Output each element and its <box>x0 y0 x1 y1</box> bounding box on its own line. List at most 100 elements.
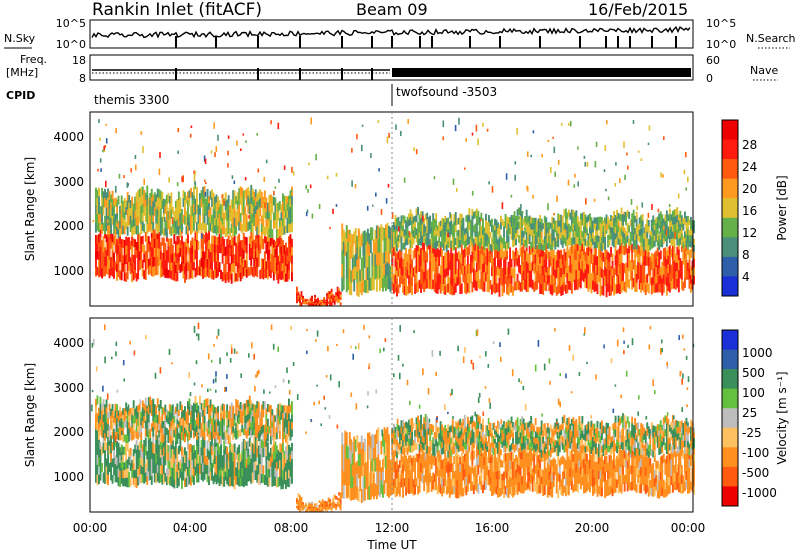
echo-cell <box>131 228 134 237</box>
echo-cell <box>218 435 221 444</box>
echo-cell <box>374 483 377 497</box>
echo-cell <box>155 431 158 440</box>
echo-point <box>408 231 411 237</box>
echo-cell <box>260 465 263 475</box>
echo-cell <box>214 225 217 234</box>
echo-cell <box>161 237 164 246</box>
echo-cell <box>104 411 107 420</box>
echo-cell <box>389 266 392 280</box>
echo-cell <box>165 468 168 477</box>
echo-cell <box>566 212 569 220</box>
echo-cell <box>643 239 646 246</box>
echo-cell <box>158 404 161 412</box>
echo-cell <box>333 295 336 298</box>
echo-cell <box>257 474 260 485</box>
echo-cell <box>311 505 314 508</box>
echo-cell <box>302 298 305 301</box>
echo-cell <box>120 433 123 440</box>
echo-cell <box>403 229 406 237</box>
echo-point <box>530 154 532 158</box>
echo-cell <box>147 197 150 207</box>
echo-cell <box>586 263 588 273</box>
echo-cell <box>673 224 676 232</box>
echo-cell <box>205 238 208 249</box>
echo-cell <box>196 446 198 456</box>
echo-cell <box>173 225 176 234</box>
echo-cell <box>380 249 383 263</box>
echo-cell <box>629 260 632 271</box>
echo-cell <box>170 467 173 477</box>
echo-cell <box>561 274 564 286</box>
echo-cell <box>153 453 156 464</box>
echo-cell <box>485 264 487 274</box>
echo-cell <box>140 448 143 458</box>
echo-cell <box>386 235 389 250</box>
echo-cell <box>260 411 263 420</box>
echo-cell <box>403 454 406 463</box>
echo-cell <box>647 266 650 276</box>
echo-cell <box>308 300 311 302</box>
echo-cell <box>272 247 275 257</box>
echo-cell <box>152 433 155 444</box>
echo-cell <box>299 504 301 509</box>
echo-cell <box>168 445 171 455</box>
echo-cell <box>102 442 105 454</box>
echo-cell <box>102 433 105 444</box>
echo-cell <box>566 243 569 254</box>
echo-cell <box>134 469 137 479</box>
echo-cell <box>114 214 117 223</box>
echo-cell <box>188 398 191 408</box>
echo-cell <box>193 452 195 462</box>
echo-cell <box>269 447 272 458</box>
echo-cell <box>368 486 371 500</box>
echo-cell <box>233 190 236 201</box>
echo-cell <box>317 507 320 509</box>
echo-cell <box>637 270 640 280</box>
echo-point <box>520 204 522 209</box>
echo-cell <box>256 401 259 409</box>
echo-cell <box>269 405 272 414</box>
echo-cell <box>555 286 558 296</box>
echo-cell <box>525 232 528 241</box>
echo-cell <box>300 499 303 503</box>
echo-cell <box>439 231 442 237</box>
echo-cell <box>251 197 254 207</box>
echo-cell <box>610 232 613 240</box>
echo-cell <box>608 234 611 241</box>
echo-point <box>214 152 216 157</box>
echo-cell <box>194 267 197 278</box>
echo-cell <box>278 235 281 245</box>
echo-cell <box>408 257 411 268</box>
echo-cell <box>254 222 257 231</box>
echo-point <box>683 169 686 175</box>
echo-point <box>687 176 689 183</box>
echo-cell <box>475 208 478 217</box>
echo-cell <box>156 197 159 207</box>
echo-point <box>305 185 307 190</box>
echo-cell <box>372 239 375 253</box>
echo-cell <box>230 426 233 435</box>
echo-cell <box>619 226 622 234</box>
echo-cell <box>302 502 305 505</box>
echo-cell <box>380 274 383 288</box>
echo-cell <box>208 419 211 428</box>
echo-cell <box>200 257 203 268</box>
echo-cell <box>454 256 457 266</box>
echo-cell <box>253 258 256 269</box>
echo-cell <box>676 214 679 223</box>
echo-cell <box>488 261 490 273</box>
echo-cell <box>478 229 481 237</box>
echo-cell <box>531 261 534 271</box>
echo-cell <box>141 459 144 468</box>
echo-cell <box>188 460 191 469</box>
echo-cell <box>296 497 298 501</box>
echo-cell <box>245 214 248 224</box>
echo-cell <box>229 450 232 460</box>
echo-cell <box>371 265 374 278</box>
echo-cell <box>108 232 111 243</box>
echo-cell <box>326 300 329 304</box>
echo-cell <box>278 410 281 418</box>
echo-point <box>315 154 317 161</box>
echo-cell <box>241 476 244 486</box>
echo-cell <box>488 215 490 223</box>
